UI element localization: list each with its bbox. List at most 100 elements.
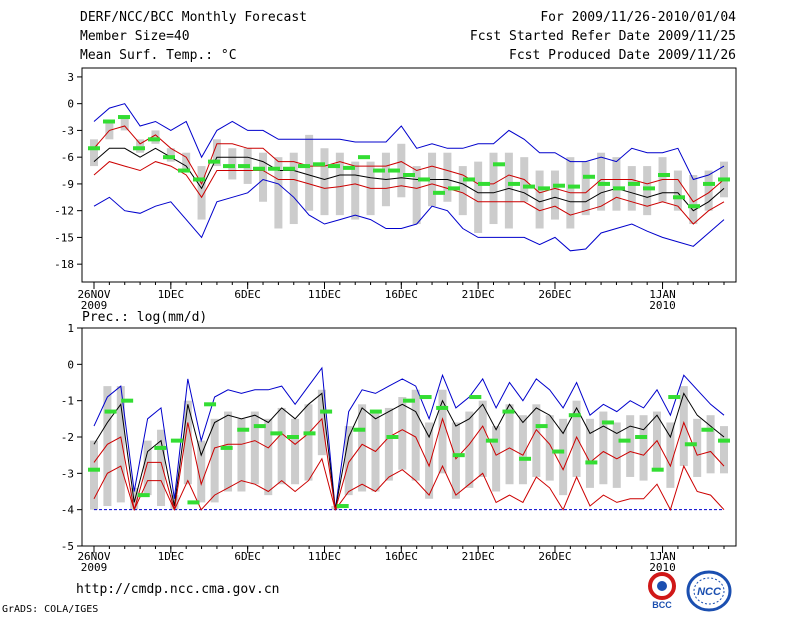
chart1-box bbox=[197, 166, 206, 220]
chart2-box bbox=[277, 407, 286, 485]
chart1-box bbox=[412, 166, 421, 225]
chart1-series-min bbox=[93, 103, 725, 181]
chart2-box bbox=[438, 389, 447, 474]
chart1-box bbox=[443, 152, 452, 202]
chart2-marker bbox=[369, 409, 382, 414]
chart1-marker bbox=[463, 177, 475, 182]
chart1-box bbox=[643, 166, 652, 216]
chart2-box bbox=[384, 407, 393, 481]
chart2-marker bbox=[121, 398, 134, 403]
chart2-box bbox=[317, 389, 326, 456]
chart2-marker bbox=[204, 402, 217, 407]
chart2-box bbox=[197, 440, 206, 503]
chart1-marker bbox=[433, 190, 445, 195]
chart1-marker bbox=[193, 177, 205, 182]
chart1-marker bbox=[103, 119, 115, 124]
chart2-box bbox=[451, 422, 460, 499]
footer-url[interactable]: http://cmdp.ncc.cma.gov.cn bbox=[76, 582, 280, 597]
chart1-marker bbox=[388, 168, 400, 173]
chart1-marker bbox=[538, 186, 550, 191]
chart2-marker bbox=[137, 493, 150, 498]
chart2-box bbox=[250, 411, 259, 485]
grads-credit: GrADS: COLA/IGES bbox=[2, 604, 99, 615]
chart2-marker bbox=[485, 438, 498, 443]
chart2-marker bbox=[403, 398, 415, 403]
chart2-ytick-label: 0 bbox=[67, 358, 74, 371]
chart2-marker bbox=[684, 442, 697, 447]
chart2-series-max bbox=[93, 366, 725, 510]
chart2-xtick-label: 21DEC bbox=[462, 550, 495, 563]
chart1-marker bbox=[568, 184, 580, 189]
chart2-marker bbox=[668, 395, 681, 400]
chart2-marker bbox=[452, 453, 465, 458]
chart1-box bbox=[504, 152, 513, 229]
chart2-marker bbox=[353, 427, 366, 432]
chart1-box bbox=[305, 134, 314, 211]
chart2-marker bbox=[154, 445, 167, 450]
chart1-marker bbox=[148, 137, 160, 142]
chart1-marker bbox=[358, 155, 370, 160]
chart1-marker bbox=[418, 177, 430, 182]
chart2-box bbox=[612, 422, 621, 488]
chart2-box bbox=[693, 418, 702, 477]
chart1-box bbox=[320, 148, 329, 216]
chart2-box bbox=[492, 426, 501, 492]
chart2-marker bbox=[104, 409, 117, 414]
bcc-logo-ring bbox=[648, 572, 676, 600]
chart1-marker bbox=[628, 181, 640, 186]
chart-title: DERF/NCC/BCC Monthly Forecast bbox=[80, 10, 307, 25]
chart1-marker bbox=[673, 195, 685, 200]
chart2-marker bbox=[568, 413, 581, 418]
chart1-marker bbox=[373, 168, 385, 173]
chart2-marker bbox=[502, 409, 515, 414]
chart2-marker bbox=[187, 500, 200, 505]
chart2-box bbox=[639, 415, 648, 481]
chart2-marker bbox=[88, 467, 100, 472]
chart2-marker bbox=[601, 420, 614, 425]
chart1-marker bbox=[313, 162, 325, 167]
chart1-ytick-label: -18 bbox=[54, 258, 74, 271]
chart1-box bbox=[612, 157, 621, 211]
chart1-box bbox=[689, 175, 698, 225]
chart1-xtick-label: 16DEC bbox=[385, 288, 418, 301]
chart1-marker bbox=[343, 165, 355, 170]
chart1-marker bbox=[688, 204, 700, 209]
chart1-ytick-label: -12 bbox=[54, 205, 74, 218]
chart2-marker bbox=[552, 449, 565, 454]
chart2-marker bbox=[535, 424, 548, 429]
chart2-box bbox=[224, 411, 233, 492]
chart2-box bbox=[505, 404, 514, 485]
chart2-box bbox=[130, 487, 139, 510]
chart1-marker bbox=[478, 181, 490, 186]
chart2-box bbox=[585, 418, 594, 488]
chart1-box bbox=[581, 161, 590, 216]
chart1-marker bbox=[613, 186, 625, 191]
chart1-box bbox=[182, 152, 191, 171]
chart1-marker bbox=[268, 166, 280, 171]
chart2-xtick-year: 2010 bbox=[649, 561, 676, 574]
chart2-box bbox=[532, 404, 541, 477]
bcc-logo-text: BCC bbox=[652, 600, 672, 610]
chart2-box bbox=[264, 418, 273, 496]
chart2-box bbox=[358, 404, 367, 492]
chart1-marker bbox=[703, 181, 715, 186]
chart2-marker bbox=[701, 427, 714, 432]
chart2-marker bbox=[386, 435, 399, 439]
chart1-box bbox=[597, 152, 606, 211]
chart2-ytick-label: -2 bbox=[61, 431, 74, 444]
chart2-marker bbox=[270, 431, 283, 436]
chart1-marker bbox=[118, 115, 130, 120]
chart2-xtick-label: 6DEC bbox=[234, 550, 261, 563]
chart1-marker bbox=[643, 186, 655, 191]
chart2-marker bbox=[286, 435, 299, 439]
chart1-box bbox=[458, 166, 467, 216]
bcc-logo: BCC bbox=[648, 572, 676, 610]
chart1-box bbox=[289, 152, 298, 225]
chart1-marker bbox=[223, 164, 235, 169]
chart2-xtick-label: 1DEC bbox=[158, 550, 185, 563]
bcc-logo-dot bbox=[657, 581, 667, 591]
chart2-marker bbox=[618, 438, 631, 443]
chart2-box bbox=[90, 440, 98, 510]
chart2-marker bbox=[237, 427, 250, 432]
chart1-xtick-label: 11DEC bbox=[308, 288, 341, 301]
